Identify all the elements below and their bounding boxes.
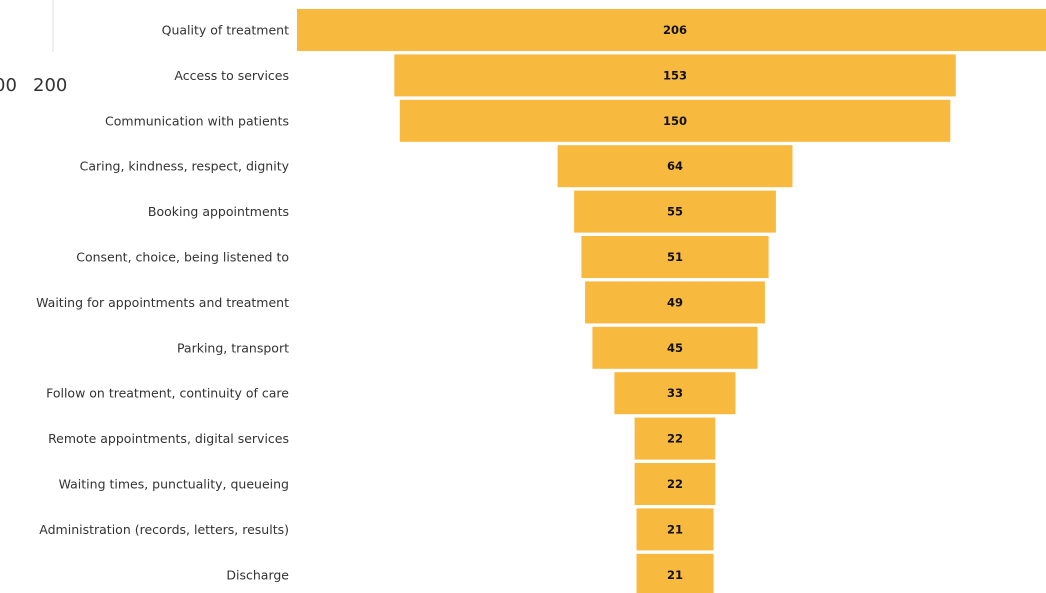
value-label: 22 bbox=[667, 432, 683, 446]
value-label: 64 bbox=[667, 159, 683, 173]
funnel-bar bbox=[399, 99, 951, 142]
value-label: 45 bbox=[667, 341, 683, 355]
funnel-bar bbox=[574, 190, 776, 233]
funnel-bar bbox=[634, 463, 716, 505]
value-label: 49 bbox=[667, 295, 683, 309]
category-label: Quality of treatment bbox=[162, 23, 289, 38]
value-label: 206 bbox=[663, 23, 687, 37]
value-label: 55 bbox=[667, 205, 683, 219]
funnel-bar bbox=[636, 553, 714, 593]
category-label: Caring, kindness, respect, dignity bbox=[80, 159, 290, 174]
category-label: Remote appointments, digital services bbox=[48, 431, 289, 446]
funnel-bar bbox=[592, 326, 758, 369]
category-label: Waiting times, punctuality, queueing bbox=[59, 477, 289, 492]
category-label: Booking appointments bbox=[148, 204, 289, 219]
funnel-bar bbox=[614, 372, 736, 415]
value-label: 22 bbox=[667, 477, 683, 491]
value-label: 21 bbox=[667, 522, 683, 536]
funnel-bar bbox=[581, 236, 769, 278]
value-label: 21 bbox=[667, 568, 683, 582]
category-label: Communication with patients bbox=[105, 113, 289, 128]
funnel-bar bbox=[557, 145, 793, 188]
axis-tick-label: 00 bbox=[0, 75, 17, 96]
funnel-bar bbox=[634, 417, 716, 460]
funnel-bar bbox=[394, 54, 956, 97]
value-label: 33 bbox=[667, 386, 683, 400]
value-label: 150 bbox=[663, 114, 687, 128]
value-label: 51 bbox=[667, 250, 683, 264]
axis-tick-label: 200 bbox=[33, 75, 67, 96]
funnel-bar bbox=[297, 9, 1046, 51]
category-label: Discharge bbox=[226, 567, 289, 582]
category-label: Consent, choice, being listened to bbox=[76, 250, 289, 265]
category-label: Follow on treatment, continuity of care bbox=[46, 386, 289, 401]
value-label: 153 bbox=[663, 68, 687, 82]
funnel-bar bbox=[636, 508, 714, 551]
category-label: Administration (records, letters, result… bbox=[39, 522, 289, 537]
category-label: Parking, transport bbox=[177, 340, 289, 355]
category-label: Access to services bbox=[174, 68, 289, 83]
category-label: Waiting for appointments and treatment bbox=[36, 295, 289, 310]
funnel-bars: Quality of treatment 206 Access to service… bbox=[36, 9, 1046, 593]
funnel-bar bbox=[585, 281, 765, 324]
